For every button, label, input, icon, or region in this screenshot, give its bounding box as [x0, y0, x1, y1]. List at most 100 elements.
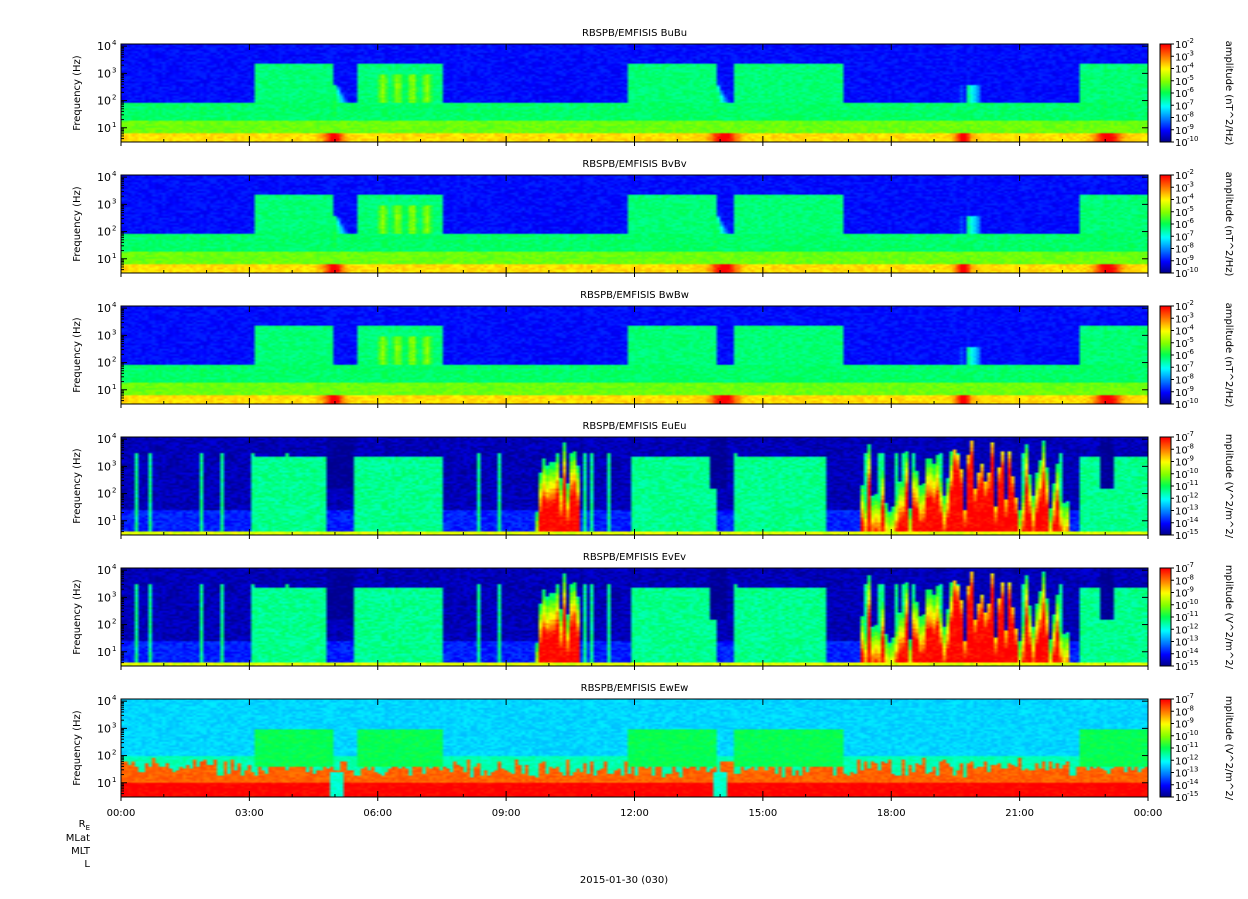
panel-ylabel: Frequency (Hz)	[72, 710, 83, 786]
y-tick-exponent: 1	[112, 514, 116, 522]
colorbar-tick-exponent: -2	[1187, 37, 1194, 45]
colorbar-tick-label: 10	[1175, 769, 1188, 780]
colorbar-tick-label: 10	[1175, 720, 1188, 731]
colorbar-label: amplitude (nT^2/Hz)	[1223, 41, 1234, 146]
colorbar-tick-label: 10	[1175, 114, 1188, 125]
panel-heatmap	[121, 175, 1148, 273]
colorbar-label: mplitude (V^2/m^2/	[1223, 696, 1234, 801]
y-tick-label: 10	[97, 357, 111, 370]
colorbar-tick-label: 10	[1175, 208, 1188, 219]
colorbar-tick-label: 10	[1175, 327, 1188, 338]
panel-title: RBSPB/EMFISIS EuEu	[582, 421, 686, 432]
y-tick-exponent: 2	[112, 94, 116, 102]
colorbar-tick-label: 10	[1175, 351, 1188, 362]
colorbar-tick-label: 10	[1175, 314, 1188, 325]
colorbar-tick-label: 10	[1175, 232, 1188, 243]
y-tick-label: 10	[97, 198, 111, 211]
y-tick-label: 10	[97, 433, 111, 446]
colorbar-gradient	[1160, 306, 1171, 404]
panel-ylabel: Frequency (Hz)	[72, 317, 83, 393]
panel-heatmap	[121, 699, 1148, 797]
y-tick-exponent: 4	[112, 301, 117, 309]
x-tick-label: 15:00	[748, 808, 777, 819]
colorbar-tick-exponent: -10	[1187, 467, 1198, 475]
colorbar-tick-label: 10	[1175, 445, 1188, 456]
y-tick-label: 10	[97, 95, 111, 108]
panel-heatmap	[121, 306, 1148, 404]
colorbar-tick-label: 10	[1175, 363, 1188, 374]
y-tick-exponent: 3	[112, 197, 116, 205]
y-tick-exponent: 1	[112, 383, 116, 391]
y-tick-label: 10	[97, 722, 111, 735]
colorbar-tick-exponent: -8	[1187, 242, 1194, 250]
x-tick-label: 21:00	[1005, 808, 1034, 819]
panel-title: RBSPB/EMFISIS BwBw	[580, 290, 689, 301]
colorbar-tick-label: 10	[1175, 433, 1188, 444]
y-tick-exponent: 1	[112, 121, 116, 129]
panel-title: RBSPB/EMFISIS EvEv	[583, 552, 686, 563]
colorbar-tick-label: 10	[1175, 793, 1188, 804]
x-tick-label: 09:00	[492, 808, 521, 819]
y-tick-exponent: 1	[112, 645, 116, 653]
colorbar-tick-exponent: -10	[1187, 266, 1198, 274]
colorbar-tick-exponent: -4	[1187, 324, 1195, 332]
y-tick-exponent: 4	[112, 170, 117, 178]
colorbar-tick-label: 10	[1175, 89, 1188, 100]
y-tick-exponent: 2	[112, 618, 116, 626]
colorbar-tick-exponent: -3	[1187, 49, 1194, 57]
colorbar-tick-exponent: -10	[1187, 598, 1198, 606]
x-tick-label: 03:00	[235, 808, 264, 819]
y-tick-label: 10	[97, 591, 111, 604]
footer-label-mlat: MLat	[65, 833, 90, 844]
colorbar-tick-exponent: -8	[1187, 442, 1194, 450]
colorbar-tick-exponent: -7	[1187, 561, 1194, 569]
colorbar-tick-exponent: -8	[1187, 373, 1194, 381]
colorbar-tick-label: 10	[1175, 601, 1188, 612]
colorbar-gradient	[1160, 699, 1171, 797]
colorbar-tick-exponent: -9	[1187, 455, 1194, 463]
y-tick-label: 10	[97, 226, 111, 239]
colorbar-label: mplitude (V^2/m^2/	[1223, 565, 1234, 670]
y-tick-label: 10	[97, 515, 111, 528]
colorbar-label: amplitude (nT^2/Hz)	[1223, 172, 1234, 277]
colorbar-tick-label: 10	[1175, 302, 1188, 313]
colorbar-tick-label: 10	[1175, 625, 1188, 636]
colorbar-tick-label: 10	[1175, 732, 1188, 743]
y-tick-label: 10	[97, 564, 111, 577]
y-tick-label: 10	[97, 777, 111, 790]
colorbar-tick-label: 10	[1175, 781, 1188, 792]
colorbar-tick-exponent: -9	[1187, 385, 1194, 393]
colorbar-tick-label: 10	[1175, 470, 1188, 481]
colorbar-tick-exponent: -7	[1187, 98, 1194, 106]
colorbar-tick-label: 10	[1175, 576, 1188, 587]
colorbar-tick-label: 10	[1175, 756, 1188, 767]
colorbar-tick-exponent: -14	[1187, 647, 1199, 655]
colorbar-tick-label: 10	[1175, 744, 1188, 755]
colorbar-tick-exponent: -7	[1187, 360, 1194, 368]
x-tick-label: 00:00	[1134, 808, 1163, 819]
y-tick-exponent: 4	[112, 39, 117, 47]
colorbar-tick-exponent: -12	[1187, 753, 1198, 761]
y-tick-label: 10	[97, 619, 111, 632]
colorbar-tick-label: 10	[1175, 77, 1188, 88]
y-tick-label: 10	[97, 695, 111, 708]
y-tick-exponent: 3	[112, 66, 116, 74]
x-tick-label: 06:00	[363, 808, 392, 819]
colorbar-tick-exponent: -10	[1187, 135, 1198, 143]
colorbar-tick-exponent: -10	[1187, 729, 1198, 737]
y-tick-label: 10	[97, 488, 111, 501]
colorbar-tick-exponent: -12	[1187, 491, 1198, 499]
colorbar-tick-exponent: -9	[1187, 717, 1194, 725]
panel-heatmap	[121, 44, 1148, 142]
colorbar-tick-exponent: -9	[1187, 254, 1194, 262]
colorbar-tick-exponent: -4	[1187, 193, 1195, 201]
colorbar-tick-exponent: -6	[1187, 348, 1195, 356]
colorbar-tick-exponent: -6	[1187, 86, 1195, 94]
y-tick-exponent: 4	[112, 432, 117, 440]
colorbar-tick-exponent: -13	[1187, 766, 1198, 774]
colorbar-tick-exponent: -15	[1187, 659, 1198, 667]
colorbar-tick-label: 10	[1175, 101, 1188, 112]
